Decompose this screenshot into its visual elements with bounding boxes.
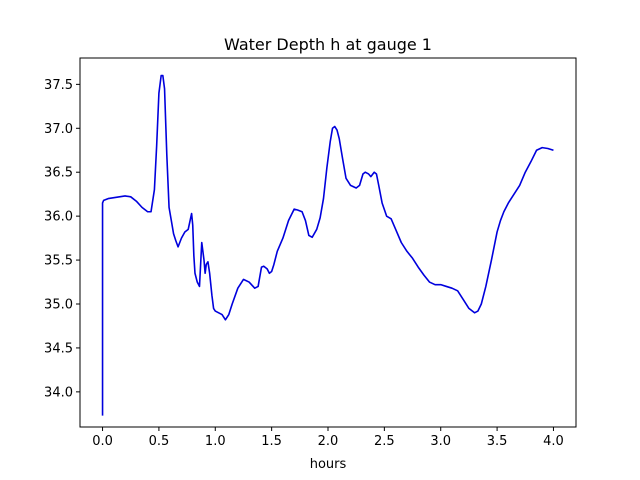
y-tick-label: 35.0 bbox=[44, 298, 73, 313]
x-tick-label: 1.5 bbox=[261, 434, 282, 449]
x-axis-label: hours bbox=[310, 457, 347, 472]
x-tick-label: 4.0 bbox=[543, 434, 564, 449]
x-tick-label: 1.0 bbox=[205, 434, 226, 449]
chart-title: Water Depth h at gauge 1 bbox=[224, 35, 432, 54]
y-tick-label: 37.0 bbox=[44, 122, 73, 137]
y-axis-ticks: 34.0 34.5 35.0 35.5 36.0 36.5 37.0 37.5 bbox=[44, 78, 80, 400]
series-line bbox=[101, 74, 554, 416]
x-axis-ticks: 0.0 0.5 1.0 1.5 2.0 2.5 3.0 3.5 4.0 bbox=[92, 427, 564, 449]
y-tick-label: 36.5 bbox=[44, 166, 73, 181]
x-tick-label: 2.0 bbox=[318, 434, 339, 449]
x-tick-label: 3.0 bbox=[430, 434, 451, 449]
y-tick-label: 35.5 bbox=[44, 254, 73, 269]
y-tick-label: 37.5 bbox=[44, 78, 73, 93]
x-tick-label: 0.0 bbox=[92, 434, 113, 449]
y-tick-label: 34.5 bbox=[44, 341, 73, 356]
y-tick-label: 34.0 bbox=[44, 385, 73, 400]
x-tick-label: 2.5 bbox=[374, 434, 395, 449]
plot-area bbox=[80, 58, 576, 427]
y-tick-label: 36.0 bbox=[44, 210, 73, 225]
x-tick-label: 0.5 bbox=[149, 434, 170, 449]
x-tick-label: 3.5 bbox=[487, 434, 508, 449]
series-layer bbox=[101, 74, 554, 416]
plot-frame bbox=[79, 57, 577, 428]
